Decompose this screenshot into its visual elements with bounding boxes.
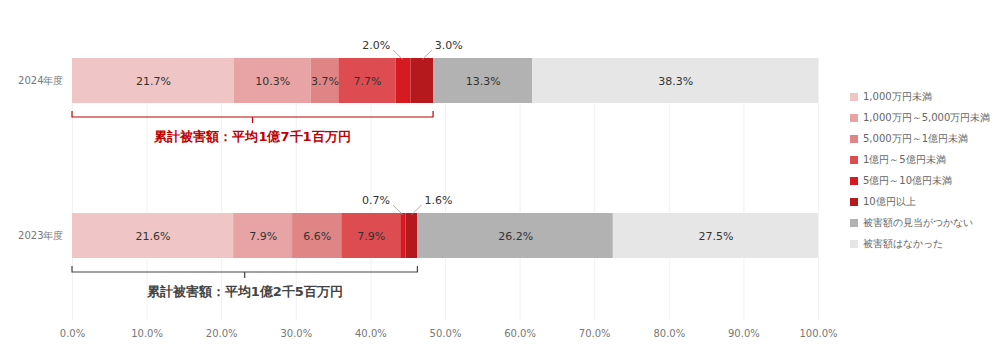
svg-text:26.2%: 26.2% bbox=[498, 230, 533, 243]
svg-text:20.0%: 20.0% bbox=[206, 328, 238, 339]
svg-text:13.3%: 13.3% bbox=[466, 75, 501, 88]
html-text:5,000万円～1億円未満: 5,000万円～1億円未満 bbox=[863, 132, 968, 144]
svg-text:7.9%: 7.9% bbox=[249, 230, 277, 243]
svg-text:60.0%: 60.0% bbox=[504, 328, 536, 339]
svg-text:10.3%: 10.3% bbox=[255, 75, 290, 88]
html-text:5億円～10億円未満: 5億円～10億円未満 bbox=[863, 174, 953, 186]
svg-text:2023年度: 2023年度 bbox=[18, 230, 63, 241]
svg-text:40.0%: 40.0% bbox=[355, 328, 387, 339]
html-text:被害額はなかった: 被害額はなかった bbox=[863, 237, 943, 249]
html-text:1,000万円未満: 1,000万円未満 bbox=[863, 90, 932, 102]
svg-text:1.6%: 1.6% bbox=[424, 194, 452, 207]
svg-text:6.6%: 6.6% bbox=[303, 230, 331, 243]
svg-text:2024年度: 2024年度 bbox=[18, 75, 63, 86]
svg-text:7.9%: 7.9% bbox=[357, 230, 385, 243]
svg-text:3.0%: 3.0% bbox=[435, 39, 463, 52]
svg-text:90.0%: 90.0% bbox=[728, 328, 760, 339]
html-text:1億円～5億円未満: 1億円～5億円未満 bbox=[863, 153, 946, 165]
html-text:10億円以上: 10億円以上 bbox=[863, 195, 916, 207]
svg-text:38.3%: 38.3% bbox=[658, 75, 693, 88]
svg-text:80.0%: 80.0% bbox=[653, 328, 685, 339]
svg-text:3.7%: 3.7% bbox=[311, 75, 339, 88]
svg-text:7.7%: 7.7% bbox=[354, 75, 382, 88]
svg-text:2.0%: 2.0% bbox=[362, 39, 390, 52]
svg-text:70.0%: 70.0% bbox=[579, 328, 611, 339]
svg-text:21.7%: 21.7% bbox=[136, 75, 171, 88]
svg-text:10.0%: 10.0% bbox=[131, 328, 163, 339]
svg-text:0.0%: 0.0% bbox=[60, 328, 85, 339]
svg-text:21.6%: 21.6% bbox=[136, 230, 171, 243]
svg-text:27.5%: 27.5% bbox=[698, 230, 733, 243]
svg-text:0.7%: 0.7% bbox=[362, 194, 390, 207]
html-text:1,000万円～5,000万円未満: 1,000万円～5,000万円未満 bbox=[863, 111, 991, 123]
svg-text:50.0%: 50.0% bbox=[430, 328, 462, 339]
html-text:被害額の見当がつかない: 被害額の見当がつかない bbox=[863, 216, 973, 228]
svg-text:100.0%: 100.0% bbox=[799, 328, 837, 339]
svg-text:30.0%: 30.0% bbox=[280, 328, 312, 339]
svg-text:累計被害額：平均1億7千1百万円: 累計被害額：平均1億7千1百万円 bbox=[153, 129, 350, 144]
svg-text:累計被害額：平均1億2千5百万円: 累計被害額：平均1億2千5百万円 bbox=[146, 284, 343, 299]
